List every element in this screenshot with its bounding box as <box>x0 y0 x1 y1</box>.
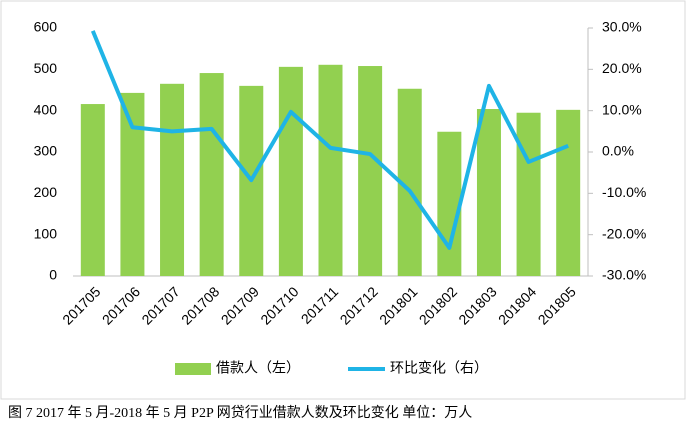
x-tick-label: 201805 <box>535 283 579 327</box>
y2-tick-label: 0.0% <box>602 143 634 159</box>
bar <box>318 64 343 276</box>
bar <box>437 131 462 276</box>
legend-label: 环比变化（右） <box>390 360 488 376</box>
y2-tick-label: 10.0% <box>602 101 642 117</box>
x-tick-label: 201803 <box>455 283 499 327</box>
caption: 图 7 2017 年 5 月-2018 年 5 月 P2P 网贷行业借款人数及环… <box>8 405 472 421</box>
legend-swatch <box>175 363 211 375</box>
y-tick-label: 100 <box>34 225 58 241</box>
y-tick-label: 600 <box>34 19 58 35</box>
y-tick-label: 500 <box>34 60 58 76</box>
y-tick-label: 0 <box>49 267 57 283</box>
x-tick-label: 201706 <box>99 283 143 327</box>
y-tick-label: 200 <box>34 184 58 200</box>
y-tick-label: 300 <box>34 143 58 159</box>
y2-tick-label: -20.0% <box>602 225 646 241</box>
bar <box>199 73 224 276</box>
chart-frame <box>0 0 686 400</box>
x-tick-label: 201802 <box>416 283 460 327</box>
y-tick-label: 400 <box>34 101 58 117</box>
legend-label: 借款人（左） <box>216 360 300 376</box>
x-tick-label: 201710 <box>257 283 301 327</box>
y2-tick-label: -30.0% <box>602 267 646 283</box>
x-tick-label: 201707 <box>138 283 182 327</box>
bar <box>278 66 303 276</box>
x-tick-label: 201712 <box>337 283 381 327</box>
y2-tick-label: -10.0% <box>602 184 646 200</box>
bar <box>358 66 383 276</box>
bar <box>476 109 501 276</box>
x-tick-label: 201709 <box>218 283 262 327</box>
y2-tick-label: 30.0% <box>602 19 642 35</box>
bar <box>160 83 185 276</box>
x-tick-label: 201801 <box>376 283 420 327</box>
bar <box>516 112 541 276</box>
x-tick-label: 201705 <box>59 283 103 327</box>
x-tick-label: 201711 <box>298 283 342 327</box>
line <box>90 30 569 250</box>
x-tick-label: 201804 <box>495 283 539 327</box>
bar <box>556 109 581 276</box>
y2-tick-label: 20.0% <box>602 60 642 76</box>
bar <box>80 104 105 276</box>
bar <box>120 92 145 276</box>
x-tick-label: 201708 <box>178 283 222 327</box>
